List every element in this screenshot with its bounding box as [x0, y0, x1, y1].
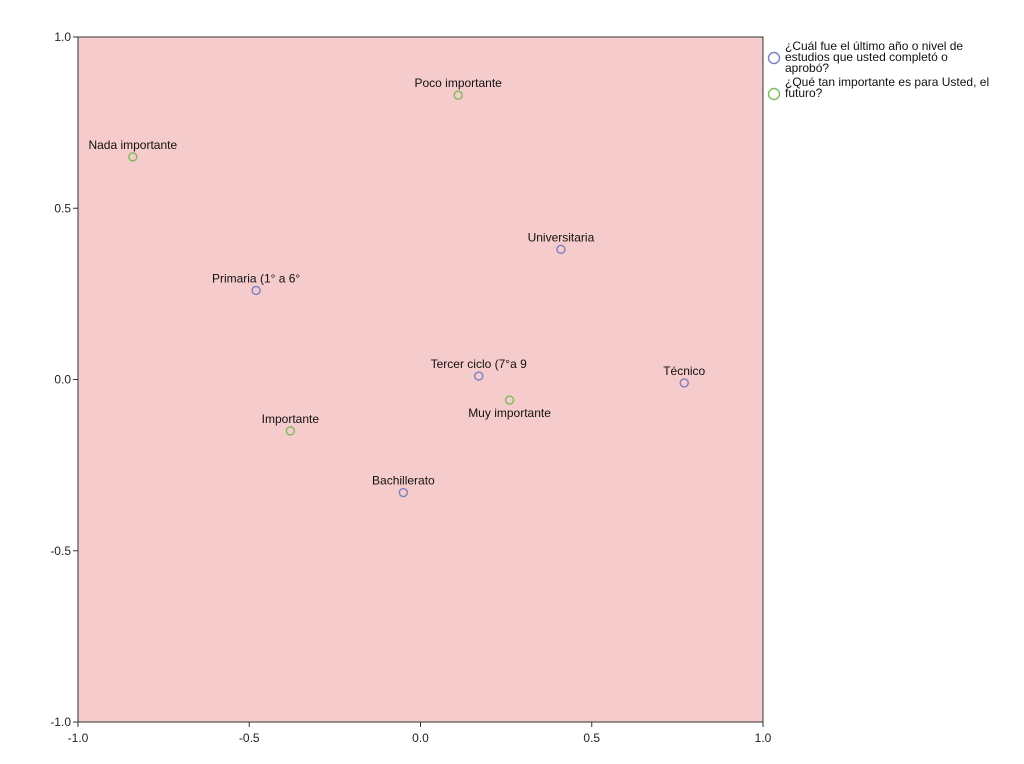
data-point-label: Tercer ciclo (7°a 9 [431, 357, 527, 371]
legend-entry-text: estudios que usted completó o [785, 50, 948, 64]
plot-area [77, 36, 764, 723]
y-tick-label: -1.0 [50, 715, 71, 729]
data-point-marker [285, 426, 296, 436]
legend-marker [767, 51, 781, 65]
x-tick-label: 0.0 [412, 731, 429, 745]
x-tick-label: 1.0 [755, 731, 772, 745]
axes: 1.0 0.5 0.0 -0.5 -1.0 -1.0 -0.5 0.0 0.5 1.0 [50, 30, 771, 745]
y-tick-label: 1.0 [54, 30, 71, 44]
x-tick-label: 0.5 [583, 731, 600, 745]
data-point-label: Muy importante [468, 406, 551, 420]
data-point-marker [679, 378, 689, 388]
data-point-label: Poco importante [414, 76, 502, 90]
x-tick-label: -1.0 [68, 731, 89, 745]
data-point-label: Universitaria [528, 230, 595, 244]
data-point-label: Nada importante [88, 138, 177, 152]
legend: ¿Cuál fue el último año o nivel deestudi… [767, 39, 989, 101]
data-point-marker [556, 244, 566, 255]
legend-entry-text: ¿Cuál fue el último año o nivel de [785, 39, 963, 53]
data-point-marker [504, 395, 515, 405]
data-point-marker [453, 90, 463, 100]
data-point-marker [251, 285, 261, 296]
data-point-label: Primaria (1° a 6° [212, 271, 300, 285]
legend-entry-text: futuro? [785, 86, 823, 100]
data-point-marker [398, 487, 409, 498]
data-points: Primaria (1° a 6° Universitaria Tercer cic… [88, 76, 706, 498]
legend-entry-text: ¿Qué tan importante es para Usted, el [785, 75, 989, 89]
data-point-label: Técnico [663, 364, 705, 378]
legend-entry-text: aprobó? [785, 61, 829, 75]
data-point-marker [474, 371, 484, 381]
data-point-label: Bachillerato [372, 474, 435, 488]
y-tick-label: 0.0 [54, 373, 71, 387]
y-tick-label: -0.5 [50, 544, 71, 558]
data-point-marker [128, 152, 138, 162]
x-tick-label: -0.5 [239, 731, 260, 745]
data-point-label: Importante [262, 412, 320, 426]
y-tick-label: 0.5 [54, 201, 71, 215]
legend-marker [767, 87, 781, 101]
